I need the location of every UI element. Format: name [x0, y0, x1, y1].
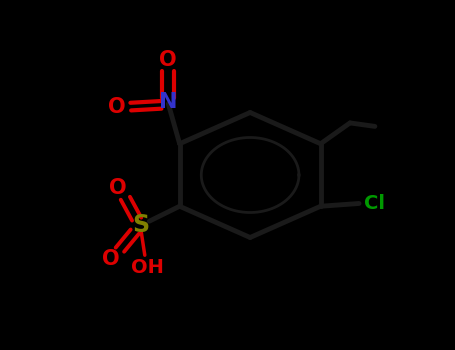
Text: O: O — [160, 50, 177, 70]
Text: O: O — [109, 178, 126, 198]
Text: Cl: Cl — [364, 194, 385, 213]
Text: N: N — [159, 92, 177, 112]
Text: OH: OH — [131, 258, 163, 277]
Text: O: O — [102, 249, 120, 270]
Text: O: O — [108, 97, 126, 117]
Text: S: S — [132, 214, 150, 237]
